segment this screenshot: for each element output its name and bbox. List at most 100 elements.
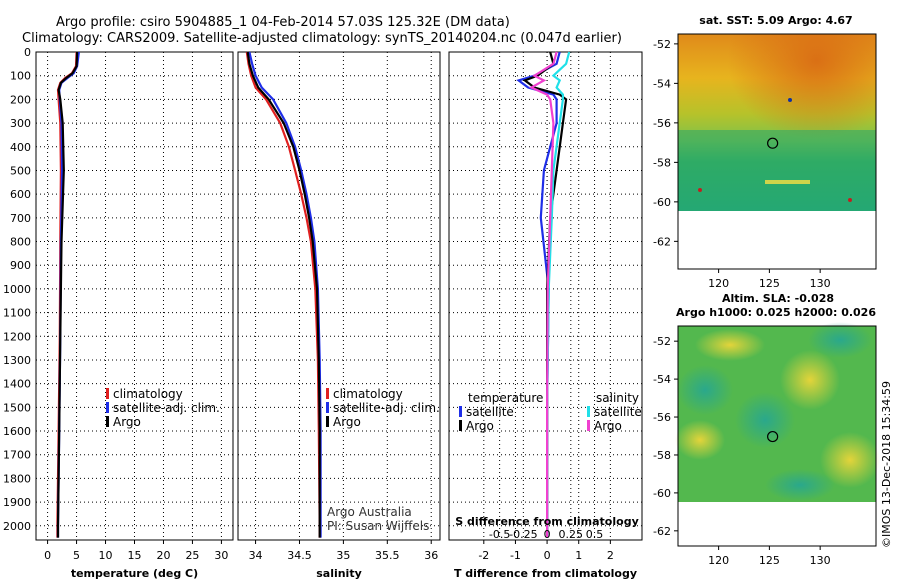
y-tick-label: 600 — [10, 188, 31, 201]
x-tick-label: 34 — [249, 549, 263, 562]
panel-difference: -2 -1 0 1 2 T difference from climatology temp… — [448, 51, 643, 580]
y-tick-label: 1300 — [3, 354, 31, 367]
x-tick-label: 2 — [607, 549, 614, 562]
panel-salinity: 34 34.5 35 35.5 36 salinity climatologysatelli… — [237, 51, 441, 580]
sla-map: Altim. SLA: -0.028 Argo h1000: 0.025 h20… — [653, 292, 880, 567]
legend-swatch — [106, 416, 109, 427]
map-y-tick-label: -52 — [653, 335, 671, 348]
title-line-1: Argo profile: csiro 5904885_1 04-Feb-201… — [56, 15, 510, 30]
legend-label: satellite-adj. clim. — [113, 401, 220, 415]
sla-high — [780, 350, 840, 410]
legend-swatch — [106, 402, 109, 413]
y-tick-label: 1600 — [3, 425, 31, 438]
panel-temperature: 0 5 10 15 20 25 30 temperature (deg C) 0 100 200 30… — [3, 46, 234, 580]
sst-cold-band — [678, 130, 876, 211]
y-tick-label: 1200 — [3, 330, 31, 343]
y-tick-label: 1700 — [3, 449, 31, 462]
legend-label: Argo — [333, 415, 361, 429]
x-tick-label: 0 — [544, 549, 551, 562]
s-tick-label: 0 — [544, 528, 551, 541]
map-x-tick-label: 130 — [810, 554, 831, 567]
x-tick-label: 36 — [424, 549, 438, 562]
credit-line: Argo Australia — [327, 505, 412, 519]
y-tick-label: 800 — [10, 236, 31, 249]
legend-label: Argo — [113, 415, 141, 429]
map-y-tick-label: -58 — [653, 449, 671, 462]
x-tick-label: -1 — [510, 549, 521, 562]
sla-high — [820, 432, 880, 488]
series-line-s-satellite — [545, 51, 571, 538]
sst-land-mask — [678, 211, 876, 269]
y-tick-label: 300 — [10, 117, 31, 130]
sst-pixel — [848, 198, 852, 202]
map-y-tick-label: -54 — [653, 77, 671, 90]
y-tick-label: 700 — [10, 212, 31, 225]
profile-location-marker — [767, 430, 779, 443]
map-y-tick-label: -60 — [653, 196, 671, 209]
x-tick-label: 15 — [128, 549, 142, 562]
x-tick-label: 10 — [99, 549, 113, 562]
sla-low — [765, 469, 835, 501]
legend-swatch — [326, 402, 329, 413]
y-tick-label: 1800 — [3, 472, 31, 485]
legend-label: Argo — [466, 419, 494, 433]
x-tick-label: -2 — [478, 549, 489, 562]
x-tick-label: 25 — [185, 549, 199, 562]
credit-line: PI: Susan Wijffels — [327, 519, 429, 533]
map-y-tick-label: -54 — [653, 373, 671, 386]
map-y-tick-label: -52 — [653, 38, 671, 51]
y-tick-label: 400 — [10, 141, 31, 154]
y-tick-label: 1500 — [3, 401, 31, 414]
legend-label: satellite-adj. clim. — [333, 401, 440, 415]
series-line-argo — [56, 51, 79, 538]
top-axis-label: S difference from climatology — [455, 515, 639, 528]
sla-map-frame — [677, 325, 877, 547]
y-tick-label: 200 — [10, 93, 31, 106]
x-tick-label: 35 — [336, 549, 350, 562]
sla-low — [735, 392, 795, 448]
y-tick-label: 1400 — [3, 378, 31, 391]
title-line-2: Climatology: CARS2009. Satellite-adjuste… — [22, 31, 622, 46]
sla-map-title-2: Argo h1000: 0.025 h2000: 0.026 — [676, 306, 876, 319]
sla-high — [675, 420, 725, 460]
legend-swatch — [587, 420, 590, 431]
sla-map-title-1: Altim. SLA: -0.028 — [722, 292, 834, 305]
map-x-tick-label: 125 — [759, 277, 780, 290]
panel-frame — [237, 51, 441, 541]
map-y-tick-label: -60 — [653, 487, 671, 500]
map-y-tick-label: -62 — [653, 525, 671, 538]
sst-map: sat. SST: 5.09 Argo: 4.67 -52 -54 -56 -58 -6… — [653, 14, 877, 290]
map-y-tick-label: -56 — [653, 117, 671, 130]
s-tick-label: -0.25 — [509, 528, 537, 541]
legend-label: satellite — [466, 405, 514, 419]
legend-title: salinity — [596, 391, 639, 405]
series-line-s-argo — [528, 51, 558, 538]
legend-label: satellite — [594, 405, 642, 419]
sla-land-mask — [678, 502, 876, 546]
legend-swatch — [106, 388, 109, 399]
map-x-tick-label: 125 — [759, 554, 780, 567]
x-tick-label: 30 — [214, 549, 228, 562]
map-y-tick-label: -62 — [653, 235, 671, 248]
legend-label: climatology — [113, 387, 183, 401]
x-axis-label: temperature (deg C) — [71, 567, 198, 580]
legend-swatch — [326, 388, 329, 399]
y-tick-label: 0 — [24, 46, 31, 59]
x-tick-label: 34.5 — [287, 549, 312, 562]
y-tick-label: 1000 — [3, 283, 31, 296]
series-line-argo — [246, 51, 321, 538]
sst-streak — [765, 180, 810, 184]
sst-pixel — [698, 188, 702, 192]
map-x-tick-label: 120 — [708, 277, 729, 290]
s-tick-label: -0.5 — [489, 528, 510, 541]
x-tick-label: 5 — [73, 549, 80, 562]
x-axis-label: T difference from climatology — [454, 567, 637, 580]
sla-high — [695, 329, 765, 361]
y-tick-label: 1100 — [3, 307, 31, 320]
y-tick-label: 1900 — [3, 496, 31, 509]
sla-low — [808, 322, 872, 358]
profile-location-marker — [767, 137, 779, 149]
legend-swatch — [459, 420, 462, 431]
y-tick-label: 2000 — [3, 520, 31, 533]
